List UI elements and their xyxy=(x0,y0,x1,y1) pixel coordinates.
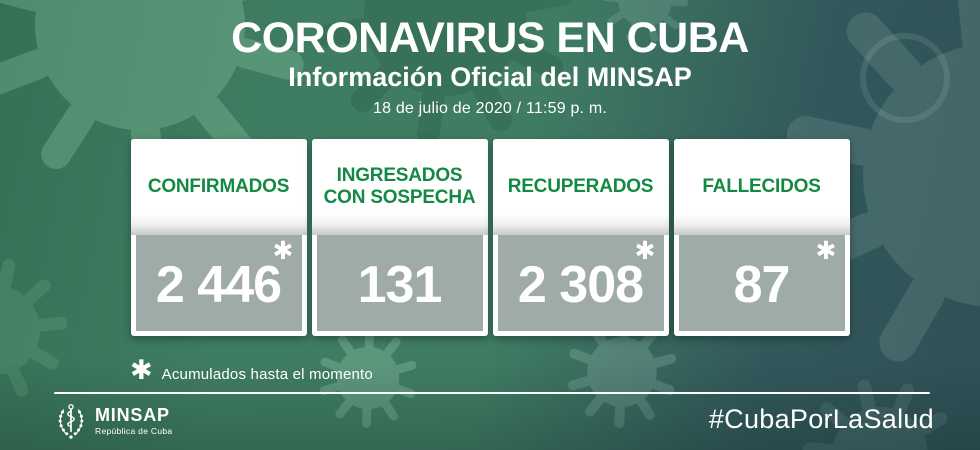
stat-label: CONFIRMADOS xyxy=(130,139,307,235)
stat-value: 2 446 xyxy=(155,256,282,314)
campaign-hashtag: #CubaPorLaSalud xyxy=(708,404,934,434)
stat-label: INGRESADOS CON SOSPECHA xyxy=(311,139,488,235)
stat-value: 87 xyxy=(733,256,791,314)
minsap-emblem-icon xyxy=(58,404,84,439)
footnote: ✱ Acumulados hasta el momento xyxy=(130,355,373,386)
stat-value: 2 308 xyxy=(517,256,644,314)
stat-card-recuperados: RECUPERADOS 2 308 ✱ xyxy=(492,139,669,336)
stat-value: 131 xyxy=(357,256,443,314)
asterisk-icon: ✱ xyxy=(815,236,837,265)
page-title: CORONAVIRUS EN CUBA xyxy=(231,14,749,62)
stat-card-fallecidos: FALLECIDOS 87 ✱ xyxy=(673,139,850,336)
stat-card-ingresados: INGRESADOS CON SOSPECHA 131 xyxy=(311,139,488,336)
minsap-logo: MINSAP República de Cuba xyxy=(54,401,172,441)
header: CORONAVIRUS EN CUBA Información Oficial … xyxy=(0,14,980,118)
stat-value-box: 2 446 ✱ xyxy=(135,235,302,331)
footer-divider xyxy=(54,392,930,394)
asterisk-icon: ✱ xyxy=(634,236,656,265)
brand-block: MINSAP República de Cuba xyxy=(95,404,173,437)
stat-label: FALLECIDOS xyxy=(673,139,850,235)
brand-subtitle: República de Cuba xyxy=(95,426,173,437)
footnote-text: Acumulados hasta el momento xyxy=(161,366,373,383)
stat-card-confirmados: CONFIRMADOS 2 446 ✱ xyxy=(130,139,307,336)
page-subtitle: Información Oficial del MINSAP xyxy=(288,62,692,93)
stat-value-box: 87 ✱ xyxy=(678,235,845,331)
stat-value-box: 131 xyxy=(316,235,483,331)
asterisk-icon: ✱ xyxy=(272,236,294,265)
stat-cards-row: CONFIRMADOS 2 446 ✱ INGRESADOS CON SOSPE… xyxy=(0,139,980,336)
brand-name: MINSAP xyxy=(95,404,170,425)
asterisk-icon: ✱ xyxy=(130,355,153,386)
stat-value-box: 2 308 ✱ xyxy=(497,235,664,331)
report-date: 18 de julio de 2020 / 11:59 p. m. xyxy=(372,99,608,117)
stat-label: RECUPERADOS xyxy=(492,139,669,235)
